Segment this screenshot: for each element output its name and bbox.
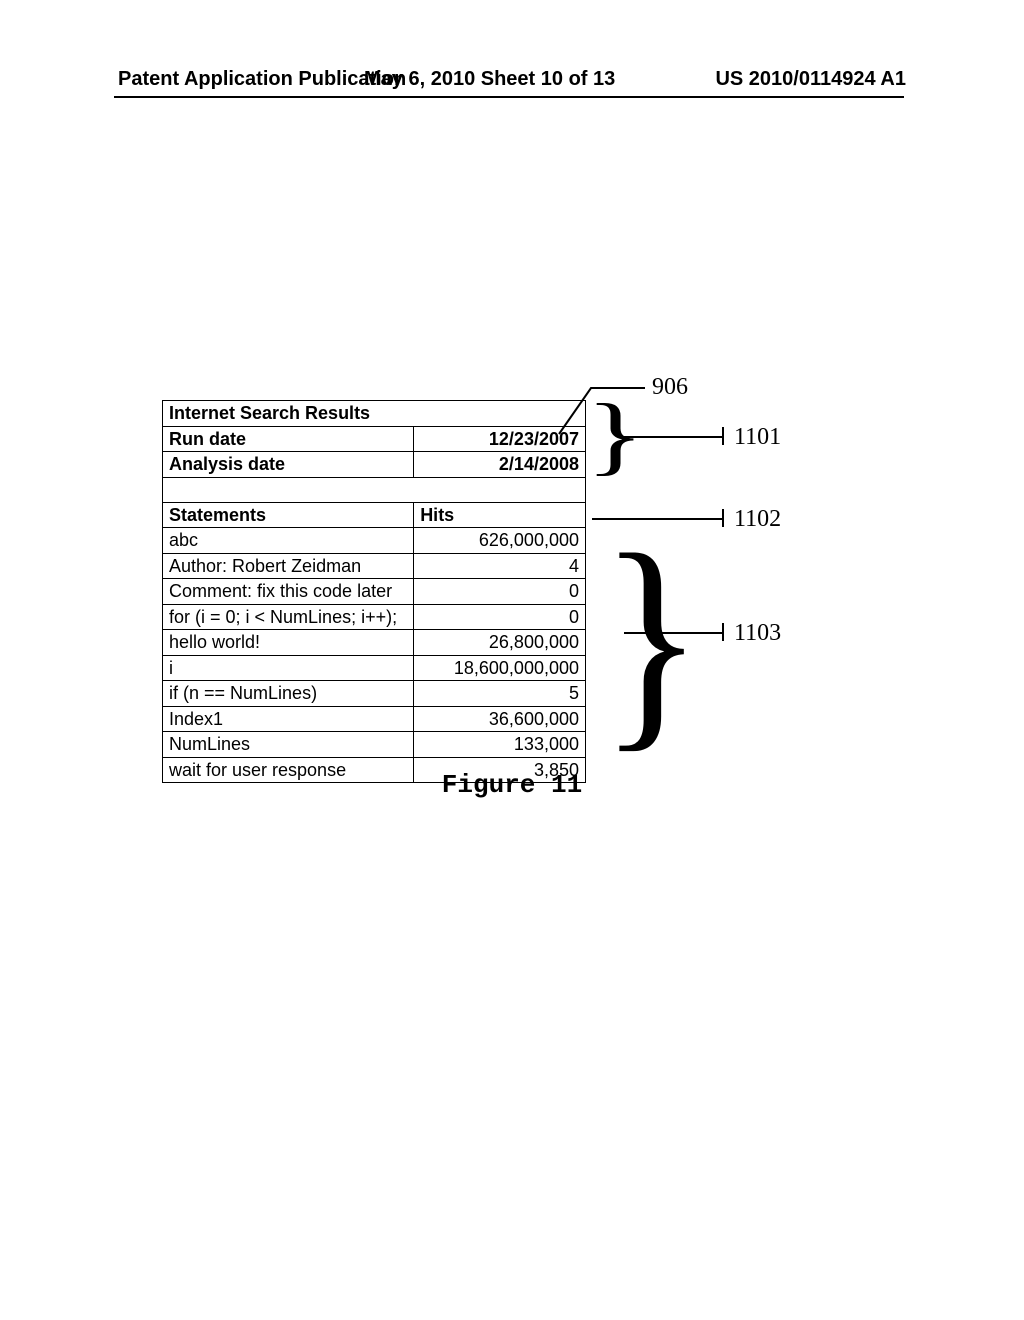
stmt-cell: Index1 — [163, 706, 414, 732]
figure-caption: Figure 11 — [0, 770, 1024, 800]
stmt-cell: Comment: fix this code later — [163, 579, 414, 605]
run-date-label: Run date — [163, 426, 414, 452]
hits-cell: 626,000,000 — [414, 528, 586, 554]
results-table: Internet Search Results Run date 12/23/2… — [162, 400, 586, 783]
analysis-date-value: 2/14/2008 — [414, 452, 586, 478]
header-date-sheet: May 6, 2010 Sheet 10 of 13 — [364, 68, 615, 91]
hits-cell: 4 — [414, 553, 586, 579]
header-pub-number: US 2010/0114924 A1 — [715, 68, 906, 91]
brace-1103: } — [600, 518, 704, 758]
table-row: hello world! 26,800,000 — [163, 630, 586, 656]
hits-cell: 26,800,000 — [414, 630, 586, 656]
table-row: Author: Robert Zeidman 4 — [163, 553, 586, 579]
leader-1101 — [624, 436, 722, 438]
hits-cell: 133,000 — [414, 732, 586, 758]
ref-1101: 1101 — [734, 424, 781, 451]
stmt-cell: for (i = 0; i < NumLines; i++); — [163, 604, 414, 630]
figure-container: 906 Internet Search Results Run date 12/… — [162, 400, 862, 783]
stmt-cell: abc — [163, 528, 414, 554]
ref-1103: 1103 — [734, 620, 781, 647]
col-header-statements: Statements — [163, 502, 414, 528]
spacer-row — [163, 477, 586, 502]
hits-cell: 0 — [414, 604, 586, 630]
hits-cell: 0 — [414, 579, 586, 605]
table-row: NumLines 133,000 — [163, 732, 586, 758]
tick-1102 — [722, 509, 724, 527]
tick-1103 — [722, 623, 724, 641]
table-row: i 18,600,000,000 — [163, 655, 586, 681]
leader-1103 — [624, 632, 722, 634]
stmt-cell: if (n == NumLines) — [163, 681, 414, 707]
col-header-hits: Hits — [414, 502, 586, 528]
table-row: Index1 36,600,000 — [163, 706, 586, 732]
table-row: if (n == NumLines) 5 — [163, 681, 586, 707]
header-publication: Patent Application Publication — [118, 68, 406, 91]
hits-cell: 5 — [414, 681, 586, 707]
hits-cell: 18,600,000,000 — [414, 655, 586, 681]
hits-cell: 36,600,000 — [414, 706, 586, 732]
table-row: Comment: fix this code later 0 — [163, 579, 586, 605]
stmt-cell: i — [163, 655, 414, 681]
stmt-cell: NumLines — [163, 732, 414, 758]
table-title: Internet Search Results — [163, 401, 586, 427]
header-rule — [114, 96, 904, 98]
analysis-date-label: Analysis date — [163, 452, 414, 478]
table-row: for (i = 0; i < NumLines; i++); 0 — [163, 604, 586, 630]
ref-1102: 1102 — [734, 506, 781, 533]
table-row: abc 626,000,000 — [163, 528, 586, 554]
ref-906: 906 — [652, 374, 688, 401]
stmt-cell: Author: Robert Zeidman — [163, 553, 414, 579]
tick-1101 — [722, 427, 724, 445]
stmt-cell: hello world! — [163, 630, 414, 656]
